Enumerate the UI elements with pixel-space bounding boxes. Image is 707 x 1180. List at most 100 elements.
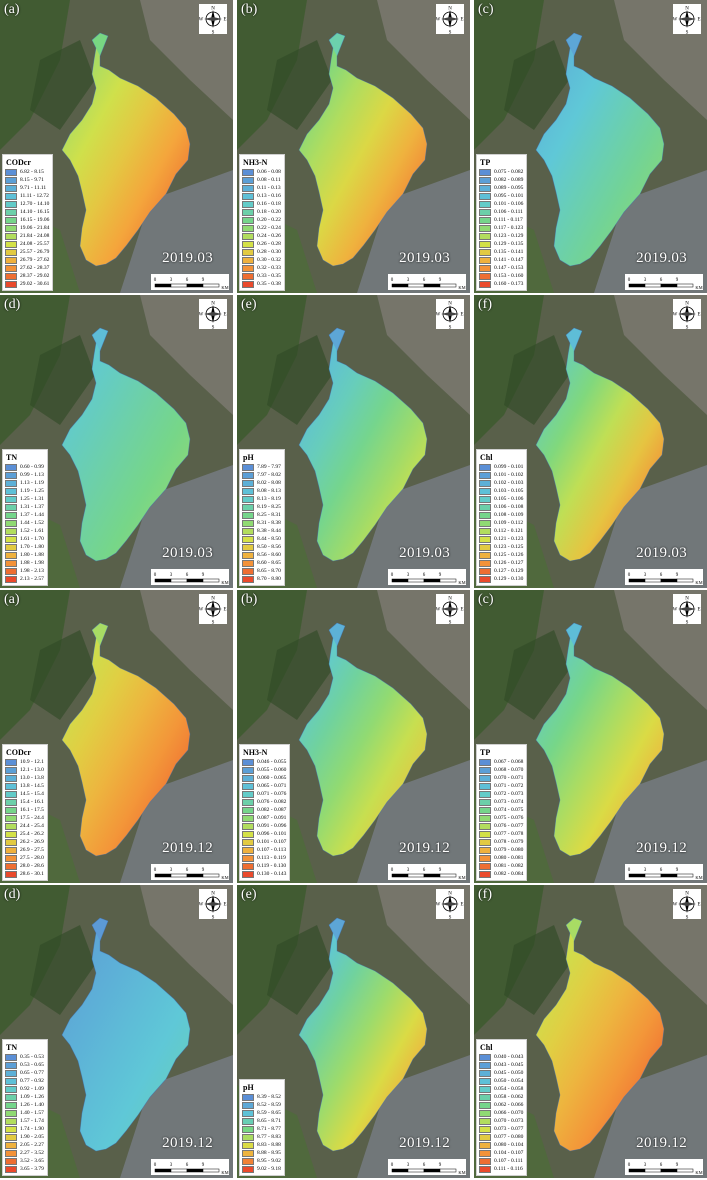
legend-swatch <box>242 774 254 782</box>
legend-swatch <box>479 495 491 503</box>
legend-swatch <box>5 535 17 543</box>
legend-swatch <box>242 1149 254 1157</box>
legend-label: 8.31 - 8.38 <box>257 520 281 526</box>
legend-row: 8.08 - 8.13 <box>242 487 281 495</box>
legend-row: 0.080 - 0.081 <box>479 854 523 862</box>
panel-label: (b) <box>241 2 258 17</box>
legend-swatch <box>242 224 254 232</box>
legend-row: 28.37 - 29.02 <box>5 272 49 280</box>
scale-unit-label: KM <box>221 285 228 290</box>
legend-label: 8.70 - 8.80 <box>257 576 281 582</box>
legend-row: 3.65 - 3.79 <box>5 1165 44 1173</box>
legend-label: 28.6 - 30.1 <box>20 871 44 877</box>
date-label: 2019.12 <box>162 840 213 856</box>
compass-w-label: W <box>673 18 678 23</box>
legend-swatch <box>242 208 254 216</box>
legend-swatch <box>5 758 17 766</box>
legend-swatch <box>242 527 254 535</box>
legend-label: 0.076 - 0.077 <box>494 823 524 829</box>
compass-s-label: S <box>212 31 215 35</box>
scale-unit-label: KM <box>458 285 465 290</box>
legend-label: 0.18 - 0.20 <box>257 209 281 215</box>
legend-label: 0.067 - 0.068 <box>494 759 524 765</box>
legend-label: 0.071 - 0.072 <box>494 783 524 789</box>
legend-row: 0.095 - 0.101 <box>479 192 523 200</box>
legend-row: 0.112 - 0.121 <box>479 527 523 535</box>
legend-label: 0.65 - 0.77 <box>20 1070 44 1076</box>
legend-label: 13.0 - 13.8 <box>20 775 44 781</box>
compass-rose-icon: N S W E <box>199 889 227 921</box>
compass-w-label: W <box>199 313 204 318</box>
satellite-map <box>474 0 707 293</box>
legend-swatch <box>242 1093 254 1101</box>
legend-label: 0.111 - 0.116 <box>494 1166 523 1172</box>
legend-swatch <box>242 272 254 280</box>
legend-swatch <box>5 184 17 192</box>
legend-label: 1.57 - 1.74 <box>20 1118 44 1124</box>
legend-row: 0.067 - 0.068 <box>479 758 523 766</box>
legend-row: 8.56 - 8.60 <box>242 551 281 559</box>
scale-tick-label: 3 <box>407 573 410 578</box>
legend-row: 7.97 - 8.02 <box>242 471 281 479</box>
legend-row: 0.126 - 0.127 <box>479 559 523 567</box>
legend-swatch <box>479 216 491 224</box>
panel-label: (e) <box>241 887 257 902</box>
legend-row: 0.92 - 1.09 <box>5 1085 44 1093</box>
compass-w-label: W <box>436 903 441 908</box>
legend-label: 8.95 - 9.02 <box>257 1158 281 1164</box>
legend-label: 8.38 - 8.44 <box>257 528 281 534</box>
legend-swatch <box>5 806 17 814</box>
legend-label: 0.091 - 0.096 <box>257 823 287 829</box>
legend-row: 14.10 - 16.15 <box>5 208 49 216</box>
legend-label: 0.129 - 0.130 <box>494 576 524 582</box>
legend-label: 0.111 - 0.117 <box>494 217 523 223</box>
legend-swatch <box>479 870 491 878</box>
legend-swatch <box>5 790 17 798</box>
legend-swatch <box>242 479 254 487</box>
legend-row: 14.5 - 15.4 <box>5 790 44 798</box>
legend-label: 0.147 - 0.153 <box>494 265 524 271</box>
scale-unit-label: KM <box>695 580 702 585</box>
legend-swatch <box>479 766 491 774</box>
legend-label: 0.35 - 0.38 <box>257 281 281 287</box>
legend-row: 0.101 - 0.106 <box>479 200 523 208</box>
legend-row: 0.16 - 0.18 <box>242 200 281 208</box>
legend-label: 0.082 - 0.087 <box>257 807 287 813</box>
legend: NH3-N 0.046 - 0.055 0.055 - 0.060 0.060 - 0… <box>239 744 291 881</box>
legend-row: 1.70 - 1.80 <box>5 543 44 551</box>
map-panel: (a) N S W E CODcr 6.82 - 8.15 8.15 - 9.71 9.71 -… <box>0 0 233 293</box>
legend-label: 0.045 - 0.050 <box>494 1070 524 1076</box>
legend-swatch <box>479 1117 491 1125</box>
legend-label: 1.09 - 1.26 <box>20 1094 44 1100</box>
legend-row: 0.043 - 0.045 <box>479 1061 523 1069</box>
legend-row: 0.104 - 0.107 <box>479 1149 523 1157</box>
legend-swatch <box>5 1165 17 1173</box>
legend-swatch <box>479 503 491 511</box>
legend-row: 8.65 - 8.71 <box>242 1117 281 1125</box>
scale-tick-label: 6 <box>186 1163 189 1168</box>
legend-swatch <box>479 798 491 806</box>
legend-row: 0.071 - 0.076 <box>242 790 286 798</box>
legend-row: 0.119 - 0.130 <box>242 862 286 870</box>
legend-swatch <box>5 559 17 567</box>
legend: CODcr 10.9 - 12.1 12.1 - 13.0 13.0 - 13.8 13… <box>2 744 48 881</box>
legend-swatch <box>5 1141 17 1149</box>
legend-row: 0.075 - 0.076 <box>479 814 523 822</box>
legend-row: 0.111 - 0.116 <box>479 1165 523 1173</box>
scale-tick-label: 0 <box>628 1163 631 1168</box>
legend-label: 0.080 - 0.081 <box>494 855 524 861</box>
satellite-map <box>0 295 233 588</box>
legend-row: 0.074 - 0.075 <box>479 806 523 814</box>
legend-label: 8.44 - 8.50 <box>257 536 281 542</box>
legend-label: 8.25 - 8.31 <box>257 512 281 518</box>
compass-s-label: S <box>686 326 689 330</box>
legend-swatch <box>242 814 254 822</box>
legend-swatch <box>479 806 491 814</box>
legend-label: 7.89 - 7.97 <box>257 464 281 470</box>
legend-swatch <box>479 567 491 575</box>
panel-label: (d) <box>4 887 21 902</box>
legend-row: 25.57 - 26.79 <box>5 248 49 256</box>
legend-label: 2.27 - 3.52 <box>20 1150 44 1156</box>
legend-swatch <box>479 854 491 862</box>
